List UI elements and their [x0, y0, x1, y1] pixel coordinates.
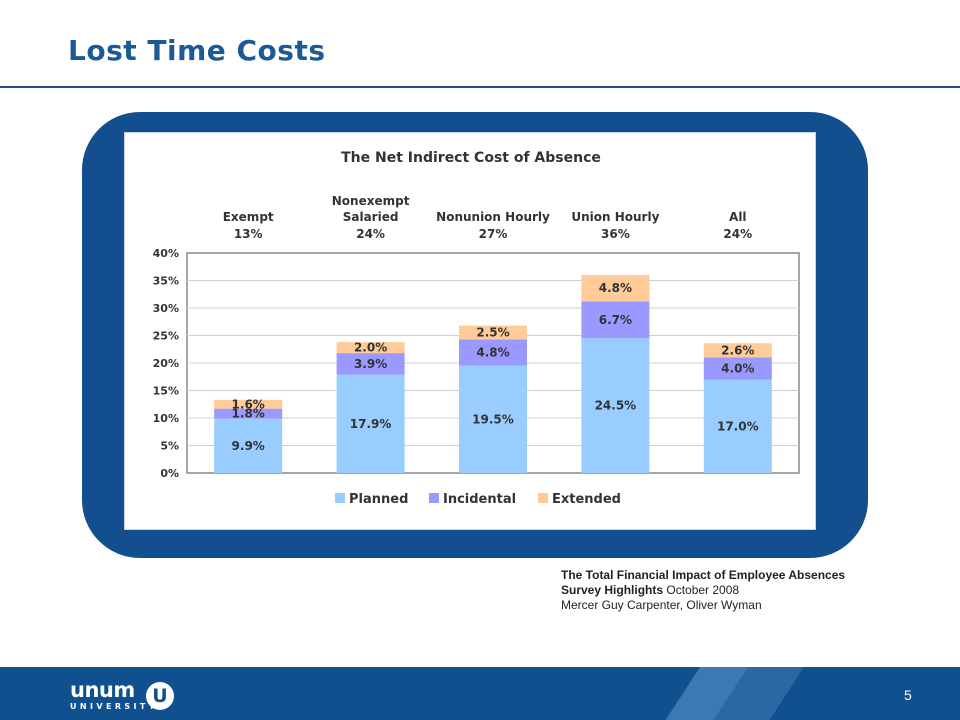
- category-label: All: [729, 210, 747, 224]
- data-label: 17.9%: [350, 417, 392, 431]
- y-tick-label: 30%: [153, 302, 179, 315]
- legend-label: Extended: [552, 492, 621, 507]
- logo-mark-icon: U: [146, 682, 174, 710]
- data-label: 19.5%: [472, 412, 514, 426]
- data-label: 1.6%: [232, 397, 265, 411]
- category-label: Salaried: [343, 210, 399, 224]
- stacked-bar-chart: The Net Indirect Cost of Absence 0% 5% 10% 1…: [153, 150, 800, 507]
- data-label: 4.8%: [599, 281, 632, 295]
- bar-segment-extended: [581, 275, 650, 302]
- category-total: 27%: [479, 227, 508, 241]
- bar-segment-incidental: [459, 339, 527, 366]
- category-total: 24%: [723, 227, 752, 241]
- category-label: Union Hourly: [571, 210, 659, 224]
- chart-title: The Net Indirect Cost of Absence: [341, 150, 601, 166]
- data-label: 1.8%: [232, 407, 265, 421]
- bar-segment-incidental: [336, 353, 405, 375]
- slide-title: Lost Time Costs: [68, 34, 326, 67]
- logo-wordmark: unum: [70, 678, 135, 702]
- data-label: 24.5%: [595, 399, 637, 413]
- footer-bar: unum UNIVERSITY U 5: [0, 667, 960, 720]
- source-title: The Total Financial Impact of Employee A…: [561, 568, 846, 582]
- y-tick-label: 40%: [153, 247, 179, 260]
- legend-label: Planned: [349, 492, 408, 507]
- data-label: 17.0%: [717, 419, 759, 433]
- source-subtitle: Survey Highlights October 2008: [561, 583, 845, 598]
- bar-segment-extended: [214, 399, 283, 409]
- data-label: 4.8%: [476, 346, 509, 360]
- bar-segment-incidental: [581, 301, 650, 339]
- bar-segment-planned: [336, 374, 405, 473]
- bar-segment-planned: [459, 365, 527, 473]
- category-label: Nonexempt: [332, 194, 410, 208]
- category-total: 24%: [356, 227, 385, 241]
- category-total: 36%: [601, 227, 630, 241]
- data-label: 4.0%: [721, 362, 754, 376]
- bar-segment-planned: [703, 379, 772, 473]
- bar-segment-planned: [214, 418, 283, 473]
- data-label: 6.7%: [599, 313, 632, 327]
- bar-segment-incidental: [703, 357, 772, 380]
- y-tick-label: 25%: [153, 330, 179, 343]
- y-tick-label: 0%: [160, 467, 179, 480]
- source-authors: Mercer Guy Carpenter, Oliver Wyman: [561, 598, 762, 612]
- legend-swatch-extended: [538, 493, 548, 503]
- unum-university-logo: unum UNIVERSITY: [70, 678, 158, 712]
- bar-segment-extended: [459, 325, 527, 340]
- bar-segment-extended: [336, 342, 405, 354]
- bar-segment-incidental: [214, 408, 283, 419]
- data-label: 2.5%: [476, 325, 509, 339]
- legend-swatch-planned: [335, 493, 345, 503]
- category-total: 13%: [234, 227, 263, 241]
- y-tick-label: 5%: [160, 440, 179, 453]
- category-label: Exempt: [223, 210, 274, 224]
- title-divider: [0, 86, 960, 88]
- data-label: 2.6%: [721, 343, 754, 357]
- legend-swatch-incidental: [429, 493, 439, 503]
- y-tick-label: 10%: [153, 412, 179, 425]
- logo-subtitle: UNIVERSITY: [70, 702, 158, 711]
- page-number: 5: [904, 687, 912, 703]
- y-tick-label: 15%: [153, 385, 179, 398]
- category-label: Nonunion Hourly: [436, 210, 550, 224]
- chart-card: The Net Indirect Cost of Absence 0% 5% 10% 1…: [124, 132, 816, 530]
- legend-label: Incidental: [443, 492, 516, 507]
- source-citation: The Total Financial Impact of Employee A…: [561, 568, 845, 613]
- y-tick-label: 20%: [153, 357, 179, 370]
- data-label: 2.0%: [354, 341, 387, 355]
- y-tick-label: 35%: [153, 275, 179, 288]
- bar-segment-extended: [703, 343, 772, 358]
- source-date: October 2008: [663, 583, 740, 597]
- data-label: 9.9%: [232, 439, 265, 453]
- bar-segment-planned: [581, 338, 650, 473]
- source-subtitle-bold: Survey Highlights: [561, 583, 664, 597]
- data-label: 3.9%: [354, 357, 387, 371]
